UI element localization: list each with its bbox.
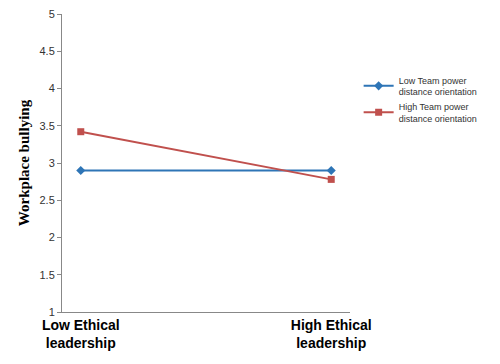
svg-text:Workplace bullying: Workplace bullying — [16, 99, 32, 226]
svg-text:3.5: 3.5 — [40, 120, 55, 132]
svg-text:4.5: 4.5 — [40, 45, 55, 57]
svg-text:4: 4 — [49, 82, 55, 94]
svg-text:Low Team powerdistance orienta: Low Team powerdistance orientation — [399, 76, 477, 98]
svg-text:High Team powerdistance orient: High Team powerdistance orientation — [399, 102, 477, 124]
svg-text:2: 2 — [49, 231, 55, 243]
svg-text:1: 1 — [49, 306, 55, 318]
svg-text:Low Ethicalleadership: Low Ethicalleadership — [42, 317, 120, 351]
svg-text:High Ethicalleadership: High Ethicalleadership — [291, 317, 372, 351]
svg-text:2.5: 2.5 — [40, 194, 55, 206]
svg-text:5: 5 — [49, 8, 55, 20]
svg-text:1.5: 1.5 — [40, 269, 55, 281]
svg-text:3: 3 — [49, 157, 55, 169]
